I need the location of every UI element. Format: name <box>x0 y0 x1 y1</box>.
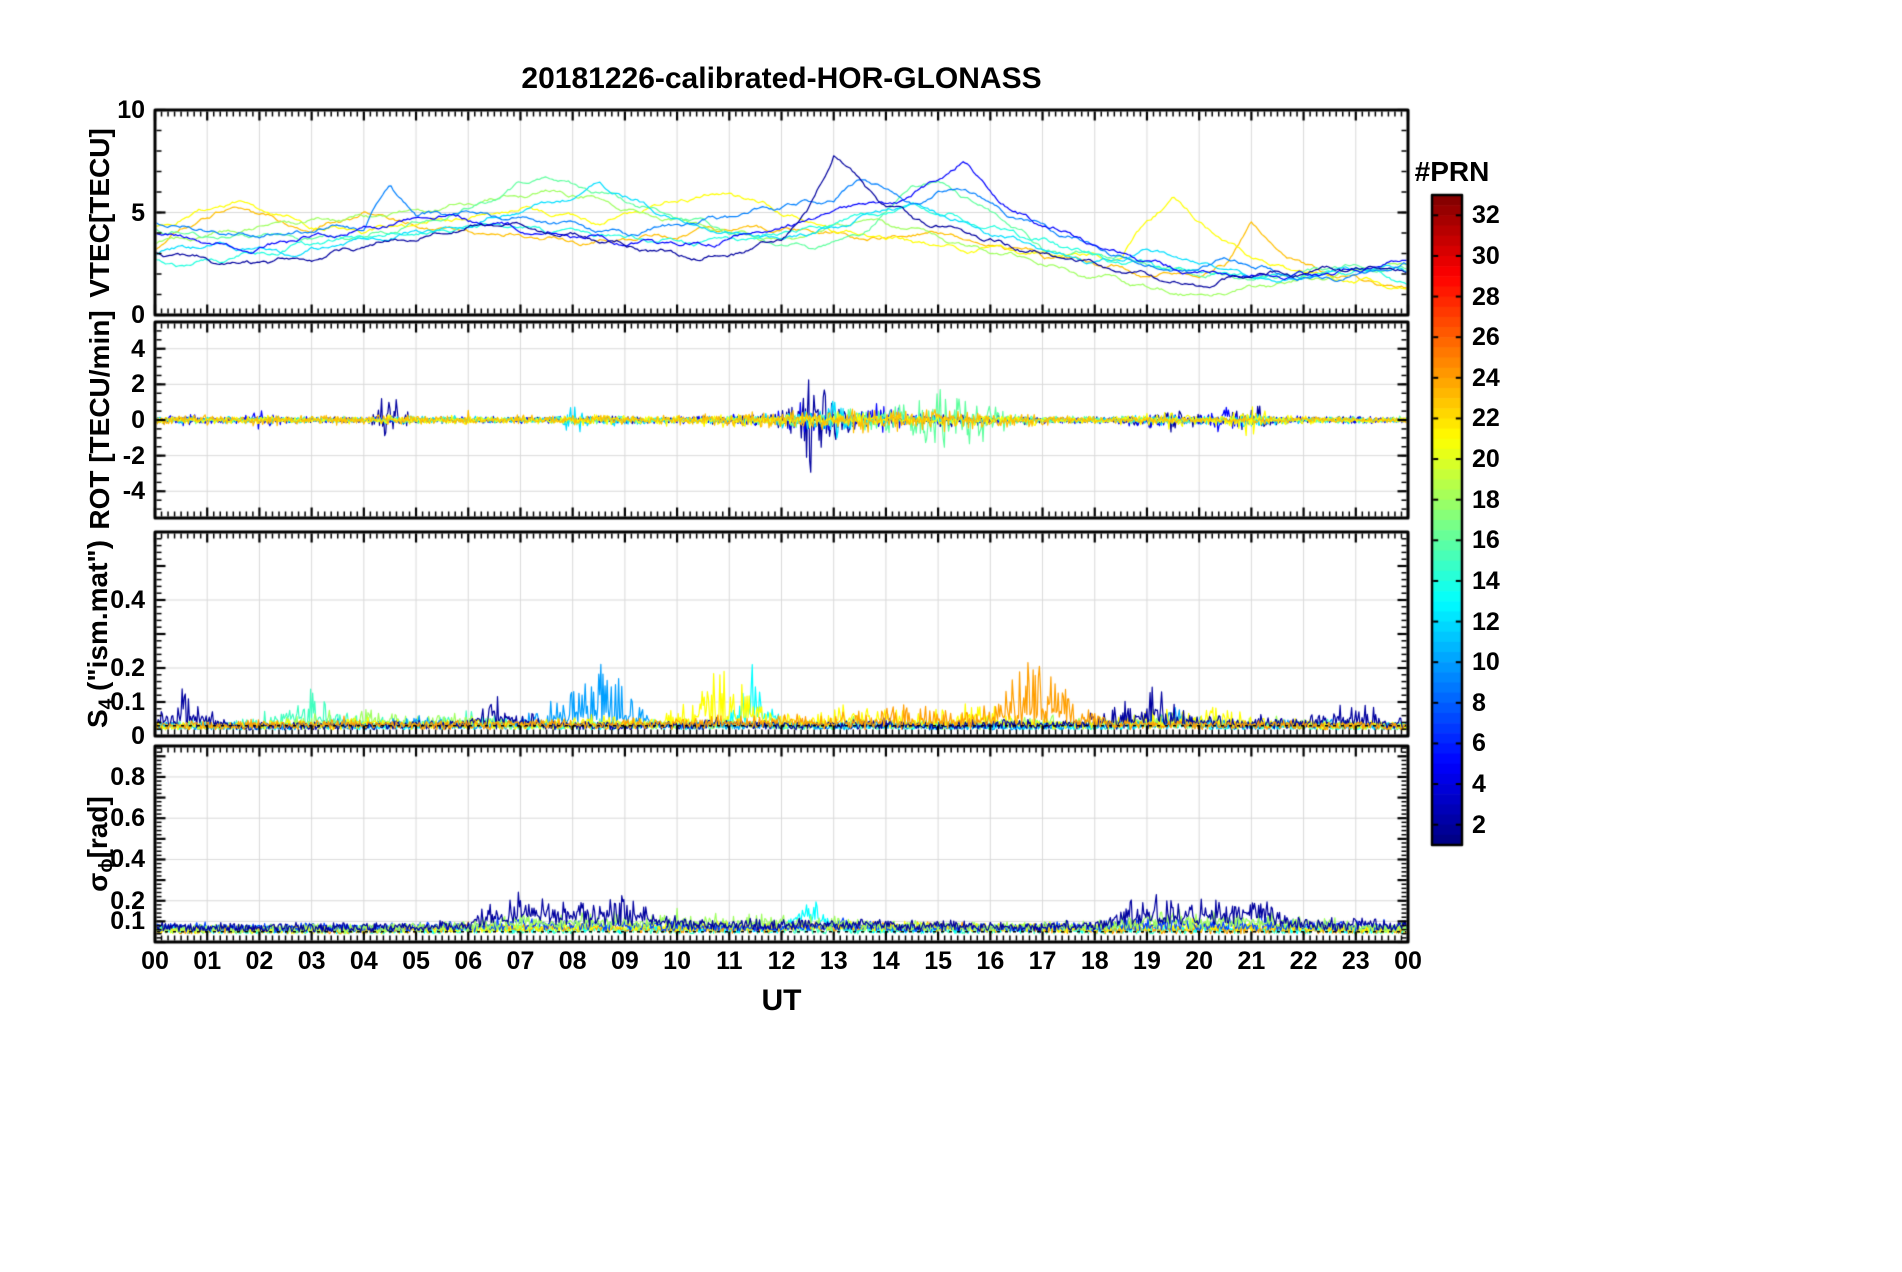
x-tick-label: 18 <box>1080 947 1109 975</box>
y-tick-label: 0.1 <box>110 688 145 716</box>
y-tick-label: 0.4 <box>110 845 145 874</box>
y-axis-label-s4: S4 ("ism.mat") <box>82 540 118 728</box>
x-tick-label: 02 <box>245 947 274 975</box>
y-tick-label: -2 <box>122 441 145 470</box>
colorbar-tick-label: 16 <box>1472 526 1500 555</box>
x-tick-label: 11 <box>716 947 743 975</box>
colorbar-tick-label: 8 <box>1472 688 1486 717</box>
x-tick-label: 14 <box>872 947 900 975</box>
colorbar-tick-label: 24 <box>1472 363 1500 392</box>
y-tick-label: 2 <box>131 370 145 399</box>
y-axis-label-text: ("ism.mat") <box>82 539 114 699</box>
chart-title: 20181226-calibrated-HOR-GLONASS <box>521 62 1042 95</box>
y-tick-label: 0.8 <box>110 762 145 791</box>
x-tick-label: 21 <box>1237 947 1266 975</box>
y-axis-label-text: ROT [TECU/min] <box>84 310 115 530</box>
x-tick-label: 23 <box>1341 947 1370 975</box>
colorbar-tick-label: 4 <box>1472 770 1486 799</box>
y-tick-label: 0.6 <box>110 804 145 833</box>
x-tick-label: 06 <box>454 947 483 975</box>
colorbar-tick-label: 20 <box>1472 445 1500 474</box>
y-tick-label: 0 <box>131 722 145 750</box>
x-tick-label: 10 <box>663 947 691 975</box>
x-tick-label: 16 <box>976 947 1005 975</box>
colorbar-tick-label: 22 <box>1472 404 1500 433</box>
y-tick-label: 0.2 <box>110 886 145 915</box>
x-tick-label: 03 <box>297 947 326 975</box>
x-tick-label: 04 <box>349 947 378 975</box>
colorbar-tick-label: 30 <box>1472 241 1500 270</box>
y-tick-label: 5 <box>131 198 145 227</box>
y-tick-label: -4 <box>122 477 145 506</box>
y-axis-label-text: [rad] <box>82 796 114 859</box>
y-axis-label-text: σ <box>82 872 114 892</box>
y-axis-label-sigma-phi: σϕ[rad] <box>82 796 118 892</box>
y-tick-label: 0.2 <box>110 654 145 682</box>
colorbar-tick-label: 28 <box>1472 282 1500 311</box>
y-tick-label: 0 <box>131 406 145 434</box>
colorbar-tick-label: 32 <box>1472 201 1500 230</box>
x-tick-label: 01 <box>193 947 222 975</box>
x-tick-label: 00 <box>141 947 169 975</box>
colorbar-tick-label: 12 <box>1472 607 1500 636</box>
x-tick-label: 19 <box>1133 947 1161 975</box>
x-axis-label: UT <box>761 984 802 1017</box>
y-tick-label: 4 <box>131 334 145 363</box>
y-axis-label-text: VTEC[TECU] <box>84 127 115 298</box>
x-tick-label: 12 <box>767 947 796 975</box>
x-tick-label: 22 <box>1289 947 1318 975</box>
y-axis-label-rot: ROT [TECU/min] <box>84 310 116 529</box>
y-tick-label: 0.1 <box>110 907 145 936</box>
colorbar-tick-label: 10 <box>1472 648 1500 677</box>
x-tick-label: 05 <box>402 947 430 975</box>
y-axis-label-subscript: 4 <box>95 698 117 710</box>
colorbar-tick-label: 6 <box>1472 729 1486 758</box>
x-tick-label: 15 <box>924 947 953 975</box>
colorbar-tick-label: 18 <box>1472 485 1500 514</box>
x-tick-label: 13 <box>819 947 848 975</box>
colorbar-tick-label: 14 <box>1472 566 1500 595</box>
x-tick-label: 00 <box>1394 947 1422 975</box>
x-tick-label: 20 <box>1185 947 1214 975</box>
x-tick-label: 17 <box>1028 947 1057 975</box>
y-tick-label: 10 <box>117 96 145 124</box>
y-axis-label-text: S <box>82 709 114 729</box>
x-tick-label: 07 <box>506 947 535 975</box>
y-axis-label-vtec: VTEC[TECU] <box>84 128 116 298</box>
x-tick-label: 09 <box>610 947 639 975</box>
y-tick-label: 0 <box>131 301 145 329</box>
y-tick-label: 0.4 <box>110 586 145 614</box>
colorbar-label: #PRN <box>1414 156 1490 187</box>
x-tick-label: 08 <box>558 947 587 975</box>
y-axis-label-subscript: ϕ <box>95 858 117 873</box>
colorbar-tick-label: 2 <box>1472 810 1486 839</box>
colorbar-tick-label: 26 <box>1472 323 1500 352</box>
